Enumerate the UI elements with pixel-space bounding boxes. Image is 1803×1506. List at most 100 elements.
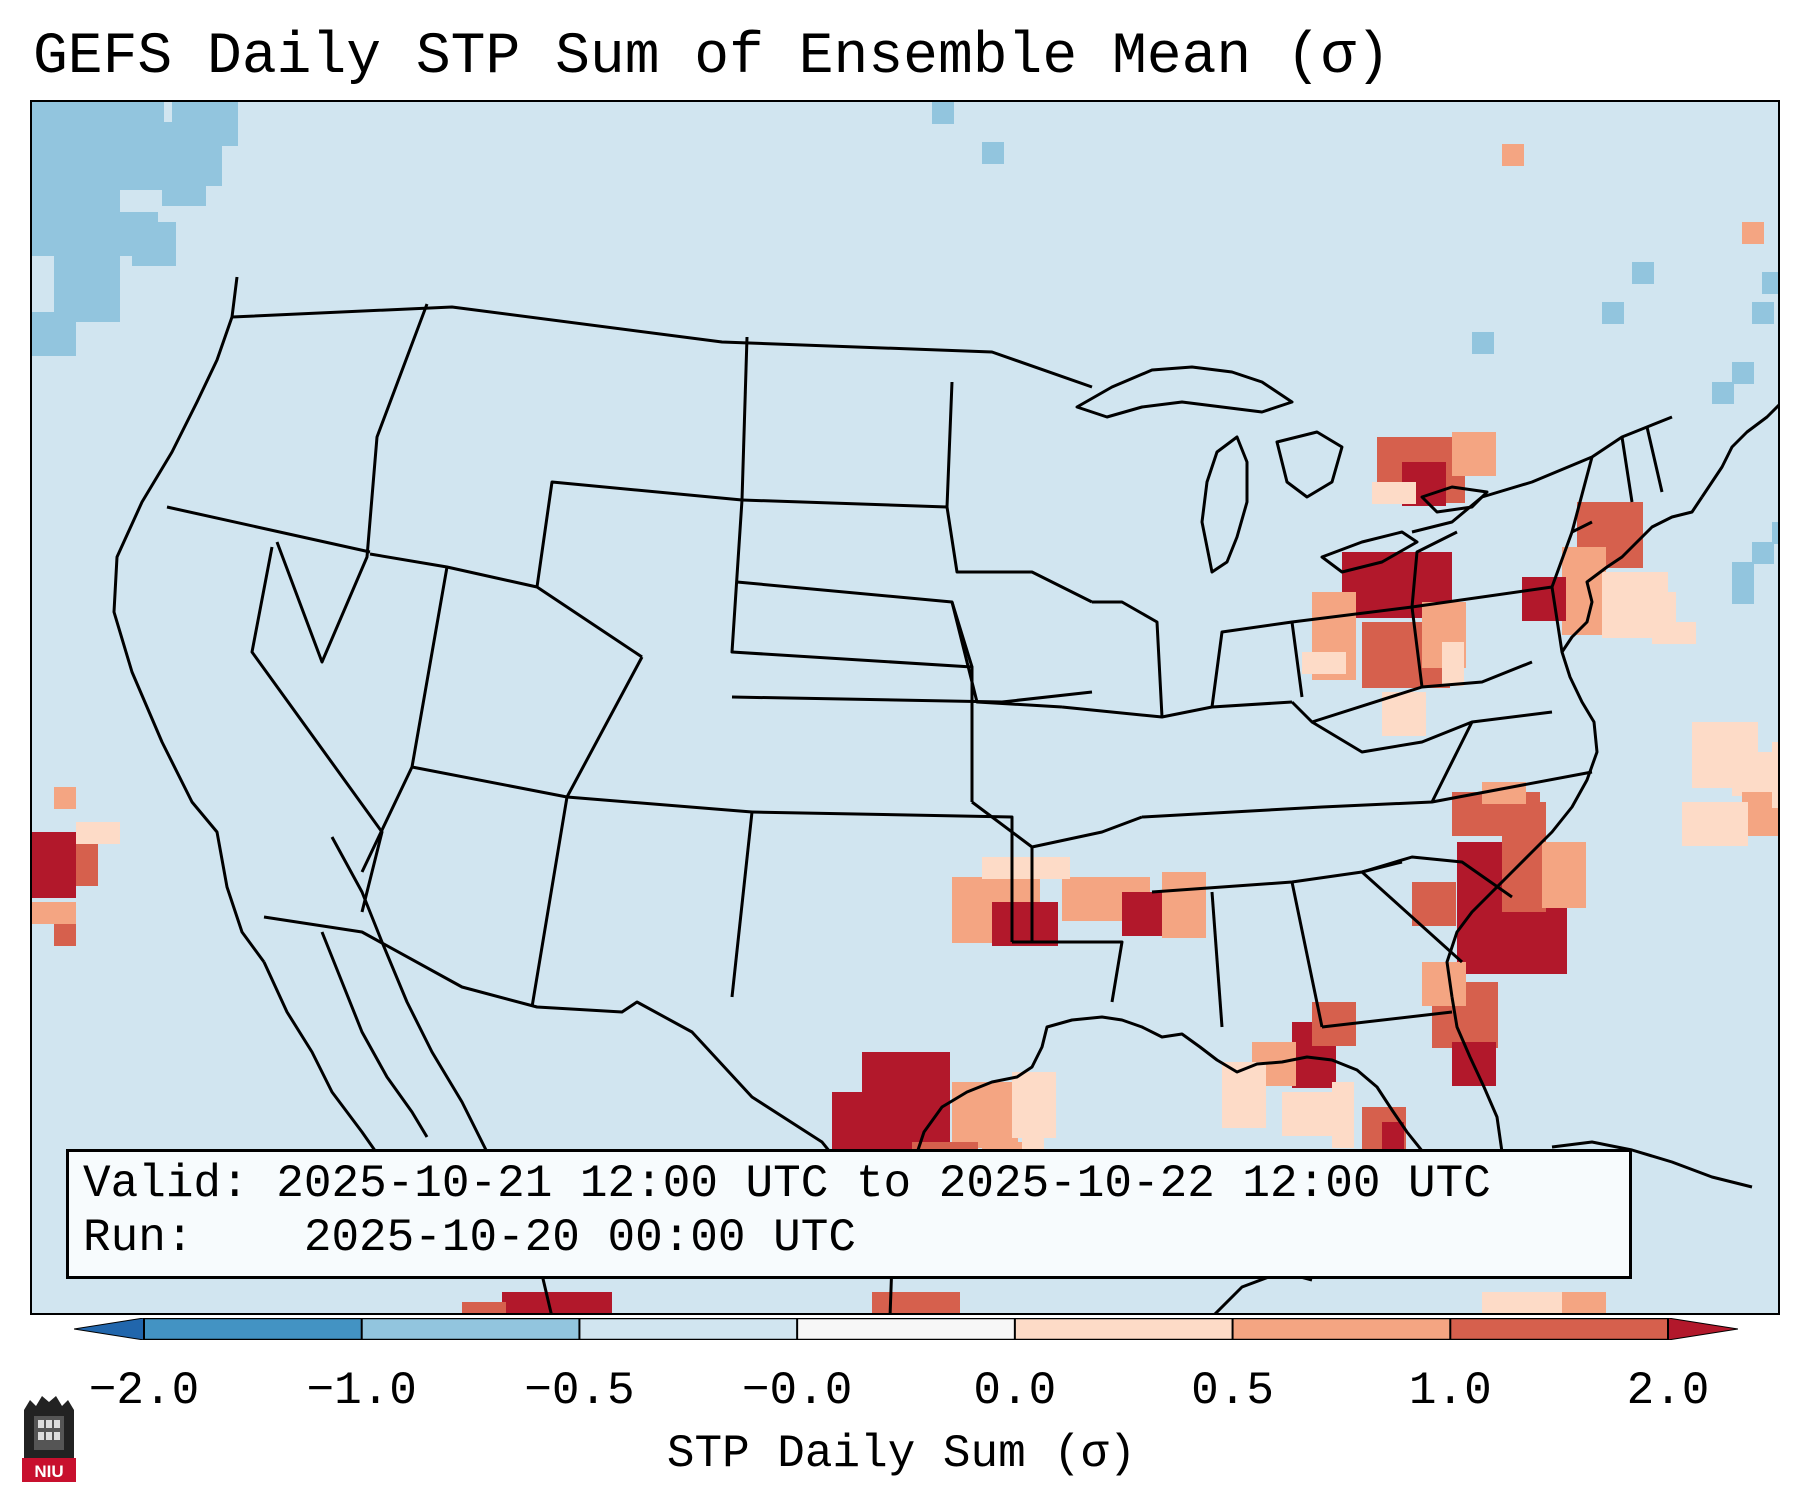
anomaly-cell	[854, 1092, 876, 1114]
anomaly-cell	[1714, 722, 1736, 744]
anomaly-cell	[1732, 362, 1754, 384]
anomaly-cell	[1544, 577, 1566, 599]
anomaly-cell	[1752, 302, 1774, 324]
anomaly-cell	[1524, 802, 1546, 824]
anomaly-cell	[32, 902, 54, 924]
anomaly-cell	[1304, 1092, 1326, 1114]
anomaly-cell	[1474, 432, 1496, 454]
anomaly-cell	[1084, 899, 1106, 921]
anomaly-cell	[98, 124, 120, 146]
anomaly-cell	[1584, 569, 1606, 591]
anomaly-cell	[186, 144, 208, 166]
anomaly-cell	[1474, 454, 1496, 476]
anomaly-cell	[1384, 622, 1406, 644]
anomaly-cell	[1524, 824, 1546, 846]
anomaly-cell	[1399, 437, 1421, 459]
anomaly-cell	[862, 1052, 884, 1074]
anomaly-cell	[194, 102, 216, 124]
colorbar-tick-label: −1.0	[306, 1365, 417, 1417]
anomaly-cell	[1704, 802, 1726, 824]
anomaly-cell	[1542, 886, 1564, 908]
anomaly-cell	[1312, 592, 1334, 614]
anomaly-cell	[1584, 1292, 1606, 1313]
anomaly-cell	[1422, 624, 1444, 646]
anomaly-cell	[54, 124, 76, 146]
anomaly-cell	[1732, 562, 1754, 584]
colorbar-bin	[797, 1318, 1016, 1340]
anomaly-cell	[98, 278, 120, 300]
anomaly-cell	[1474, 814, 1496, 836]
anomaly-cell	[162, 184, 184, 206]
anomaly-cell	[1599, 524, 1621, 546]
anomaly-cell	[1501, 908, 1523, 930]
anomaly-cell	[906, 1096, 928, 1118]
anomaly-cell	[1632, 592, 1654, 614]
anomaly-cell	[1364, 596, 1386, 618]
anomaly-cell	[1377, 437, 1399, 459]
anomaly-cell	[1682, 802, 1704, 824]
anomaly-cell	[1184, 894, 1206, 916]
anomaly-cell	[32, 190, 54, 212]
anomaly-cell	[134, 164, 156, 186]
anomaly-cell	[1422, 962, 1444, 984]
anomaly-cell	[974, 921, 996, 943]
anomaly-cell	[1408, 574, 1430, 596]
anomaly-cell	[884, 1052, 906, 1074]
anomaly-cell	[462, 1302, 484, 1313]
anomaly-cell	[1144, 914, 1166, 936]
anomaly-cell	[184, 184, 206, 206]
anomaly-cell	[1442, 664, 1464, 686]
colorbar-tick-label: 0.5	[1191, 1365, 1274, 1417]
anomaly-cell	[54, 278, 76, 300]
anomaly-cell	[32, 334, 54, 356]
anomaly-cell	[1292, 1022, 1314, 1044]
anomaly-cell	[1502, 846, 1524, 868]
anomaly-cell	[1454, 1004, 1476, 1026]
anomaly-cell	[1122, 914, 1144, 936]
anomaly-cell	[1036, 902, 1058, 924]
anomaly-cell	[1034, 1072, 1056, 1094]
anomaly-cell	[54, 854, 76, 876]
anomaly-cell	[992, 924, 1014, 946]
anomaly-cell	[1524, 846, 1546, 868]
anomaly-cell	[1424, 462, 1446, 484]
anomaly-cell	[1432, 1026, 1454, 1048]
anomaly-cell	[1682, 824, 1704, 846]
anomaly-cell	[974, 1104, 996, 1126]
run-value: 2025-10-20 00:00 UTC	[303, 1212, 856, 1264]
anomaly-cell	[1314, 1066, 1336, 1088]
anomaly-cell	[1545, 952, 1567, 974]
anomaly-cell	[98, 822, 120, 844]
anomaly-cell	[142, 102, 164, 124]
anomaly-cell	[1674, 622, 1696, 644]
anomaly-cell	[546, 1292, 568, 1313]
anomaly-cell	[928, 1074, 950, 1096]
anomaly-cell	[1457, 842, 1479, 864]
valid-label: Valid:	[83, 1158, 249, 1210]
anomaly-cell	[76, 300, 98, 322]
anomaly-cell	[932, 102, 954, 124]
anomaly-cell	[1752, 542, 1774, 564]
anomaly-cell	[1244, 1106, 1266, 1128]
anomaly-cell	[1444, 602, 1466, 624]
anomaly-cell	[982, 857, 1004, 879]
anomaly-cell	[1412, 882, 1434, 904]
anomaly-cell	[54, 168, 76, 190]
anomaly-cell	[1732, 582, 1754, 604]
anomaly-cell	[1602, 594, 1624, 616]
niu-logo: NIU	[22, 1396, 76, 1482]
anomaly-cell	[1430, 574, 1452, 596]
anomaly-cell	[1144, 892, 1166, 914]
valid-value: 2025-10-21 12:00 UTC to 2025-10-22 12:00…	[276, 1158, 1491, 1210]
anomaly-cell	[1421, 437, 1443, 459]
anomaly-cell	[54, 102, 76, 124]
colorbar	[74, 1318, 1738, 1340]
anomaly-cell	[1432, 1004, 1454, 1026]
anomaly-cell	[1282, 1092, 1304, 1114]
anomaly-cell	[114, 234, 136, 256]
colorbar-tick-label: −2.0	[88, 1365, 200, 1417]
anomaly-cell	[1372, 482, 1394, 504]
anomaly-cell	[1772, 742, 1778, 764]
anomaly-cell	[76, 146, 98, 168]
anomaly-cell	[32, 854, 54, 876]
